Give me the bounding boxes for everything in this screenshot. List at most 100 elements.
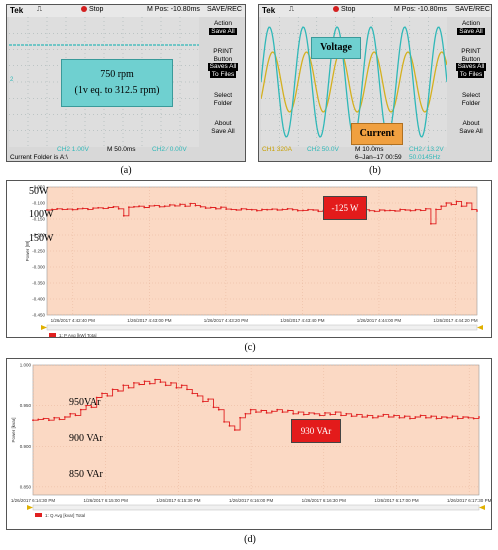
menu-select-folder[interactable]: Select Folder xyxy=(200,92,245,107)
legend-swatch xyxy=(35,513,42,517)
y-tick-label: -0.350 xyxy=(32,281,45,286)
tek-logo: Tek xyxy=(10,6,24,15)
menu-about-save-all-label: Save All xyxy=(211,127,235,135)
caption-a: (a) xyxy=(120,165,132,176)
menu-folder-label: Folder xyxy=(461,99,481,107)
data-point xyxy=(366,414,369,417)
data-point xyxy=(233,429,236,431)
data-point xyxy=(430,415,433,418)
time-scrollbar xyxy=(32,504,480,511)
data-point xyxy=(53,416,56,419)
data-point xyxy=(220,206,222,209)
data-point xyxy=(56,207,59,210)
data-point xyxy=(186,388,188,391)
menu-print[interactable]: PRINT Button Saves All To Files xyxy=(448,48,491,78)
y-tick-label: 0.950 xyxy=(20,403,32,408)
x-tick-label: 1/26/2017 4:43:00 PM xyxy=(127,318,172,323)
data-point xyxy=(271,410,273,413)
data-point xyxy=(79,408,82,411)
data-point xyxy=(32,419,34,422)
data-point xyxy=(81,207,84,210)
data-point xyxy=(128,206,130,209)
data-point xyxy=(74,414,77,417)
data-point xyxy=(281,411,284,413)
data-point xyxy=(92,207,94,209)
legend-label: 1: P Avg [kW] Total xyxy=(59,333,97,338)
menu-select-label: Select xyxy=(461,92,481,99)
menu-about[interactable]: About Save All xyxy=(448,120,491,135)
data-point xyxy=(37,418,40,421)
data-point xyxy=(287,409,289,412)
data-point xyxy=(170,382,172,384)
data-point xyxy=(69,412,72,415)
data-point xyxy=(122,384,125,387)
menu-save-all-label: Save All xyxy=(209,27,237,35)
data-point xyxy=(112,205,115,208)
data-point xyxy=(202,400,204,403)
data-point xyxy=(462,416,464,418)
data-point xyxy=(271,208,274,210)
data-point xyxy=(281,208,284,211)
data-point xyxy=(106,395,109,397)
data-point xyxy=(122,214,125,217)
data-point xyxy=(244,412,247,415)
stop-icon xyxy=(81,6,87,13)
menu-action[interactable]: Action Save All xyxy=(200,20,245,35)
data-point xyxy=(138,383,141,386)
x-tick-label: 1/26/2017 6:14:30 PM xyxy=(11,498,56,503)
data-point xyxy=(446,416,448,419)
data-point xyxy=(451,415,454,418)
trigger-pulse-icon: ⎍ xyxy=(37,6,42,13)
menu-action-label: Action xyxy=(461,20,481,27)
menu-about-save-all-label: Save All xyxy=(459,127,483,135)
y-tick-label: -0.400 xyxy=(32,297,45,302)
data-point xyxy=(48,419,50,422)
tek-logo: Tek xyxy=(262,6,276,15)
data-point xyxy=(199,205,202,208)
data-point xyxy=(384,209,386,212)
data-point xyxy=(292,412,295,415)
menu-select-folder[interactable]: Select Folder xyxy=(448,92,491,107)
data-point xyxy=(276,408,279,411)
scroll-right-arrow xyxy=(479,505,485,510)
data-point xyxy=(133,382,135,384)
data-point xyxy=(313,412,316,415)
caption-c: (c) xyxy=(244,342,256,353)
ch2-scale: CH2 1.00V xyxy=(57,146,89,153)
menu-action[interactable]: Action Save All xyxy=(448,20,491,35)
menu-about[interactable]: About Save All xyxy=(200,120,245,135)
y-tick-label: -0.050 xyxy=(32,185,45,190)
data-point xyxy=(409,209,412,212)
overlay-label-50w: 50W xyxy=(29,186,49,197)
menu-button-label: Button xyxy=(461,55,481,63)
data-point xyxy=(255,411,257,413)
data-point xyxy=(393,414,395,417)
menu-select-label: Select xyxy=(213,92,233,99)
data-point xyxy=(235,209,238,211)
scope-a-topbar: Tek ⎍ Stop M Pos: -10.80ms SAVE/REC xyxy=(7,5,245,17)
scope-screen-a: Tek ⎍ Stop M Pos: -10.80ms SAVE/REC 2 75… xyxy=(6,4,246,162)
x-tick-label: 1/26/2017 6:16:30 PM xyxy=(302,498,347,503)
data-point xyxy=(371,416,374,419)
y-axis-label: Power [kvar] xyxy=(11,417,16,442)
data-point xyxy=(399,208,402,211)
y-tick-label: 0.850 xyxy=(20,484,32,489)
menu-about-label: About xyxy=(214,120,232,127)
stop-icon xyxy=(333,6,339,13)
mpos-readout: M Pos: -10.80ms xyxy=(394,6,447,13)
menu-print[interactable]: PRINT Button Saves All To Files xyxy=(200,48,245,78)
x-tick-label: 1/26/2017 4:42:40 PM xyxy=(51,318,96,323)
data-point xyxy=(307,208,309,211)
caption-b: (b) xyxy=(369,165,381,176)
data-point xyxy=(419,414,422,417)
data-point xyxy=(296,209,299,212)
data-point xyxy=(111,388,114,391)
data-point xyxy=(143,206,146,209)
menu-saves-all-label: Saves All xyxy=(207,63,239,71)
data-point xyxy=(58,418,61,421)
y-tick-label: -0.450 xyxy=(32,313,45,318)
data-point xyxy=(440,205,443,208)
data-point xyxy=(266,208,268,211)
data-point xyxy=(102,207,105,210)
mode-label: SAVE/REC xyxy=(207,6,242,13)
